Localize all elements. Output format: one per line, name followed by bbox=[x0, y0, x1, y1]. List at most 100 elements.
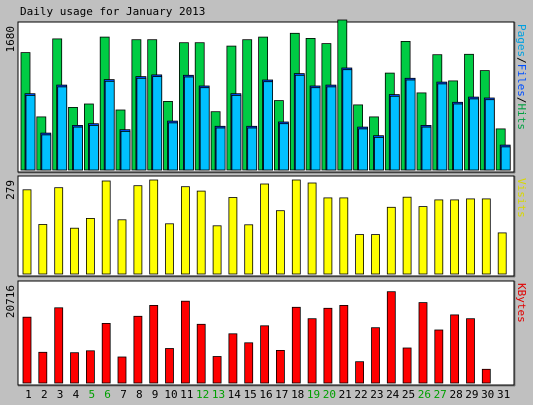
x-tick-label: 23 bbox=[370, 388, 383, 401]
hits-ymax-label: 1680 bbox=[4, 26, 17, 53]
hits-legend-part: / bbox=[515, 57, 528, 64]
hits-pages-bar bbox=[469, 98, 479, 171]
kbytes-kbytes-bar bbox=[307, 318, 317, 384]
hits-pages-bar bbox=[326, 86, 337, 171]
hits-pages-bar bbox=[484, 99, 495, 171]
hits-pages-bar bbox=[89, 125, 99, 171]
kbytes-kbytes-bar bbox=[244, 342, 254, 384]
hits-panel: 1680 Pages/Files/Hits bbox=[4, 19, 528, 174]
hits-pages-bar bbox=[215, 127, 226, 171]
visits-visits-bar bbox=[418, 206, 428, 275]
x-tick-label: 16 bbox=[259, 388, 272, 401]
visits-visits-bar bbox=[323, 197, 333, 275]
kbytes-kbytes-bar bbox=[228, 333, 238, 384]
visits-visits-bar bbox=[38, 224, 48, 275]
x-tick-label: 2 bbox=[41, 388, 48, 401]
visits-visits-bar bbox=[244, 224, 254, 275]
hits-legend-part: Files bbox=[515, 64, 528, 97]
kbytes-kbytes-bar bbox=[339, 304, 349, 384]
x-tick-label: 1 bbox=[25, 388, 32, 401]
hits-pages-bar bbox=[374, 136, 384, 171]
kbytes-kbytes-bar bbox=[133, 315, 143, 384]
chart-title: Daily usage for January 2013 bbox=[20, 5, 205, 18]
visits-visits-bar bbox=[22, 189, 32, 275]
kbytes-kbytes-bar bbox=[291, 306, 301, 384]
x-tick-label: 20 bbox=[323, 388, 336, 401]
hits-pages-bar bbox=[437, 83, 448, 171]
x-tick-label: 6 bbox=[104, 388, 111, 401]
kbytes-kbytes-bar bbox=[371, 327, 380, 384]
hits-pages-bar bbox=[25, 95, 36, 171]
kbytes-kbytes-bar bbox=[212, 356, 222, 384]
hits-pages-bar bbox=[152, 76, 163, 171]
x-tick-label: 10 bbox=[164, 388, 177, 401]
x-tick-label: 5 bbox=[88, 388, 95, 401]
hits-pages-bar bbox=[73, 126, 83, 171]
hits-pages-bar bbox=[500, 146, 511, 171]
kbytes-kbytes-bar bbox=[418, 302, 428, 384]
visits-visits-bar bbox=[70, 227, 79, 275]
visits-visits-bar bbox=[355, 234, 365, 275]
hits-pages-bar bbox=[310, 87, 321, 171]
x-tick-label: 30 bbox=[481, 388, 494, 401]
kbytes-kbytes-bar bbox=[101, 322, 111, 384]
kbytes-kbytes-bar bbox=[117, 356, 127, 384]
hits-pages-bar bbox=[278, 123, 289, 171]
hits-pages-bar bbox=[168, 122, 178, 171]
x-tick-label: 3 bbox=[57, 388, 64, 401]
hits-legend-part: Hits bbox=[515, 104, 528, 131]
hits-pages-bar bbox=[263, 81, 274, 171]
x-tick-label: 25 bbox=[402, 388, 415, 401]
hits-pages-bar bbox=[199, 87, 210, 171]
visits-legend-part: Visits bbox=[515, 178, 528, 218]
kbytes-kbytes-bar bbox=[180, 300, 190, 384]
kbytes-kbytes-bar bbox=[38, 351, 48, 384]
x-tick-label: 15 bbox=[244, 388, 257, 401]
visits-visits-bar bbox=[86, 217, 95, 275]
hits-pages-bar bbox=[104, 80, 115, 171]
hits-pages-bar bbox=[405, 79, 416, 171]
visits-visits-bar bbox=[481, 198, 491, 275]
x-tick-label: 8 bbox=[136, 388, 143, 401]
hits-pages-bar bbox=[120, 130, 131, 171]
kbytes-kbytes-bar bbox=[450, 314, 460, 384]
kbytes-kbytes-bar bbox=[386, 291, 396, 384]
hits-pages-bar bbox=[183, 76, 194, 171]
visits-visits-bar bbox=[260, 183, 270, 275]
hits-pages-bar bbox=[389, 95, 400, 171]
x-tick-label: 26 bbox=[418, 388, 431, 401]
kbytes-kbytes-bar bbox=[165, 348, 174, 384]
kbytes-ymax-label: 20716 bbox=[4, 285, 17, 318]
visits-visits-bar bbox=[402, 196, 412, 275]
visits-visits-bar bbox=[149, 179, 159, 275]
visits-panel: 279 Visits bbox=[4, 175, 528, 278]
hits-pages-bar bbox=[231, 95, 242, 171]
visits-visits-bar bbox=[339, 197, 349, 275]
x-tick-label: 13 bbox=[212, 388, 225, 401]
x-tick-label: 29 bbox=[465, 388, 478, 401]
visits-visits-bar bbox=[54, 187, 64, 275]
kbytes-kbytes-bar bbox=[434, 329, 444, 384]
visits-visits-bar bbox=[291, 179, 301, 275]
visits-visits-bar bbox=[275, 210, 285, 275]
x-tick-label: 21 bbox=[339, 388, 352, 401]
x-tick-label: 17 bbox=[275, 388, 288, 401]
kbytes-kbytes-bar bbox=[22, 316, 32, 384]
visits-visits-bar bbox=[450, 199, 460, 275]
kbytes-legend-label: KBytes bbox=[515, 283, 528, 323]
kbytes-kbytes-bar bbox=[86, 350, 95, 384]
visits-visits-bar bbox=[497, 232, 507, 275]
visits-visits-bar bbox=[180, 186, 190, 275]
x-tick-label: 27 bbox=[434, 388, 447, 401]
hits-legend-part: Pages bbox=[515, 24, 528, 57]
kbytes-kbytes-bar bbox=[70, 352, 79, 384]
visits-visits-bar bbox=[434, 199, 444, 275]
kbytes-kbytes-bar bbox=[355, 361, 365, 384]
hits-pages-bar bbox=[136, 77, 147, 171]
x-axis-labels: 1 2 3 4 5 6 7 8 9 10 11 12 13 14 15 16 17 18 19 20 21 22 23 24 2… bbox=[25, 388, 510, 401]
hits-pages-bar bbox=[358, 128, 369, 171]
kbytes-legend-part: KBytes bbox=[515, 283, 528, 323]
x-tick-label: 19 bbox=[307, 388, 320, 401]
visits-visits-bar bbox=[228, 197, 238, 275]
